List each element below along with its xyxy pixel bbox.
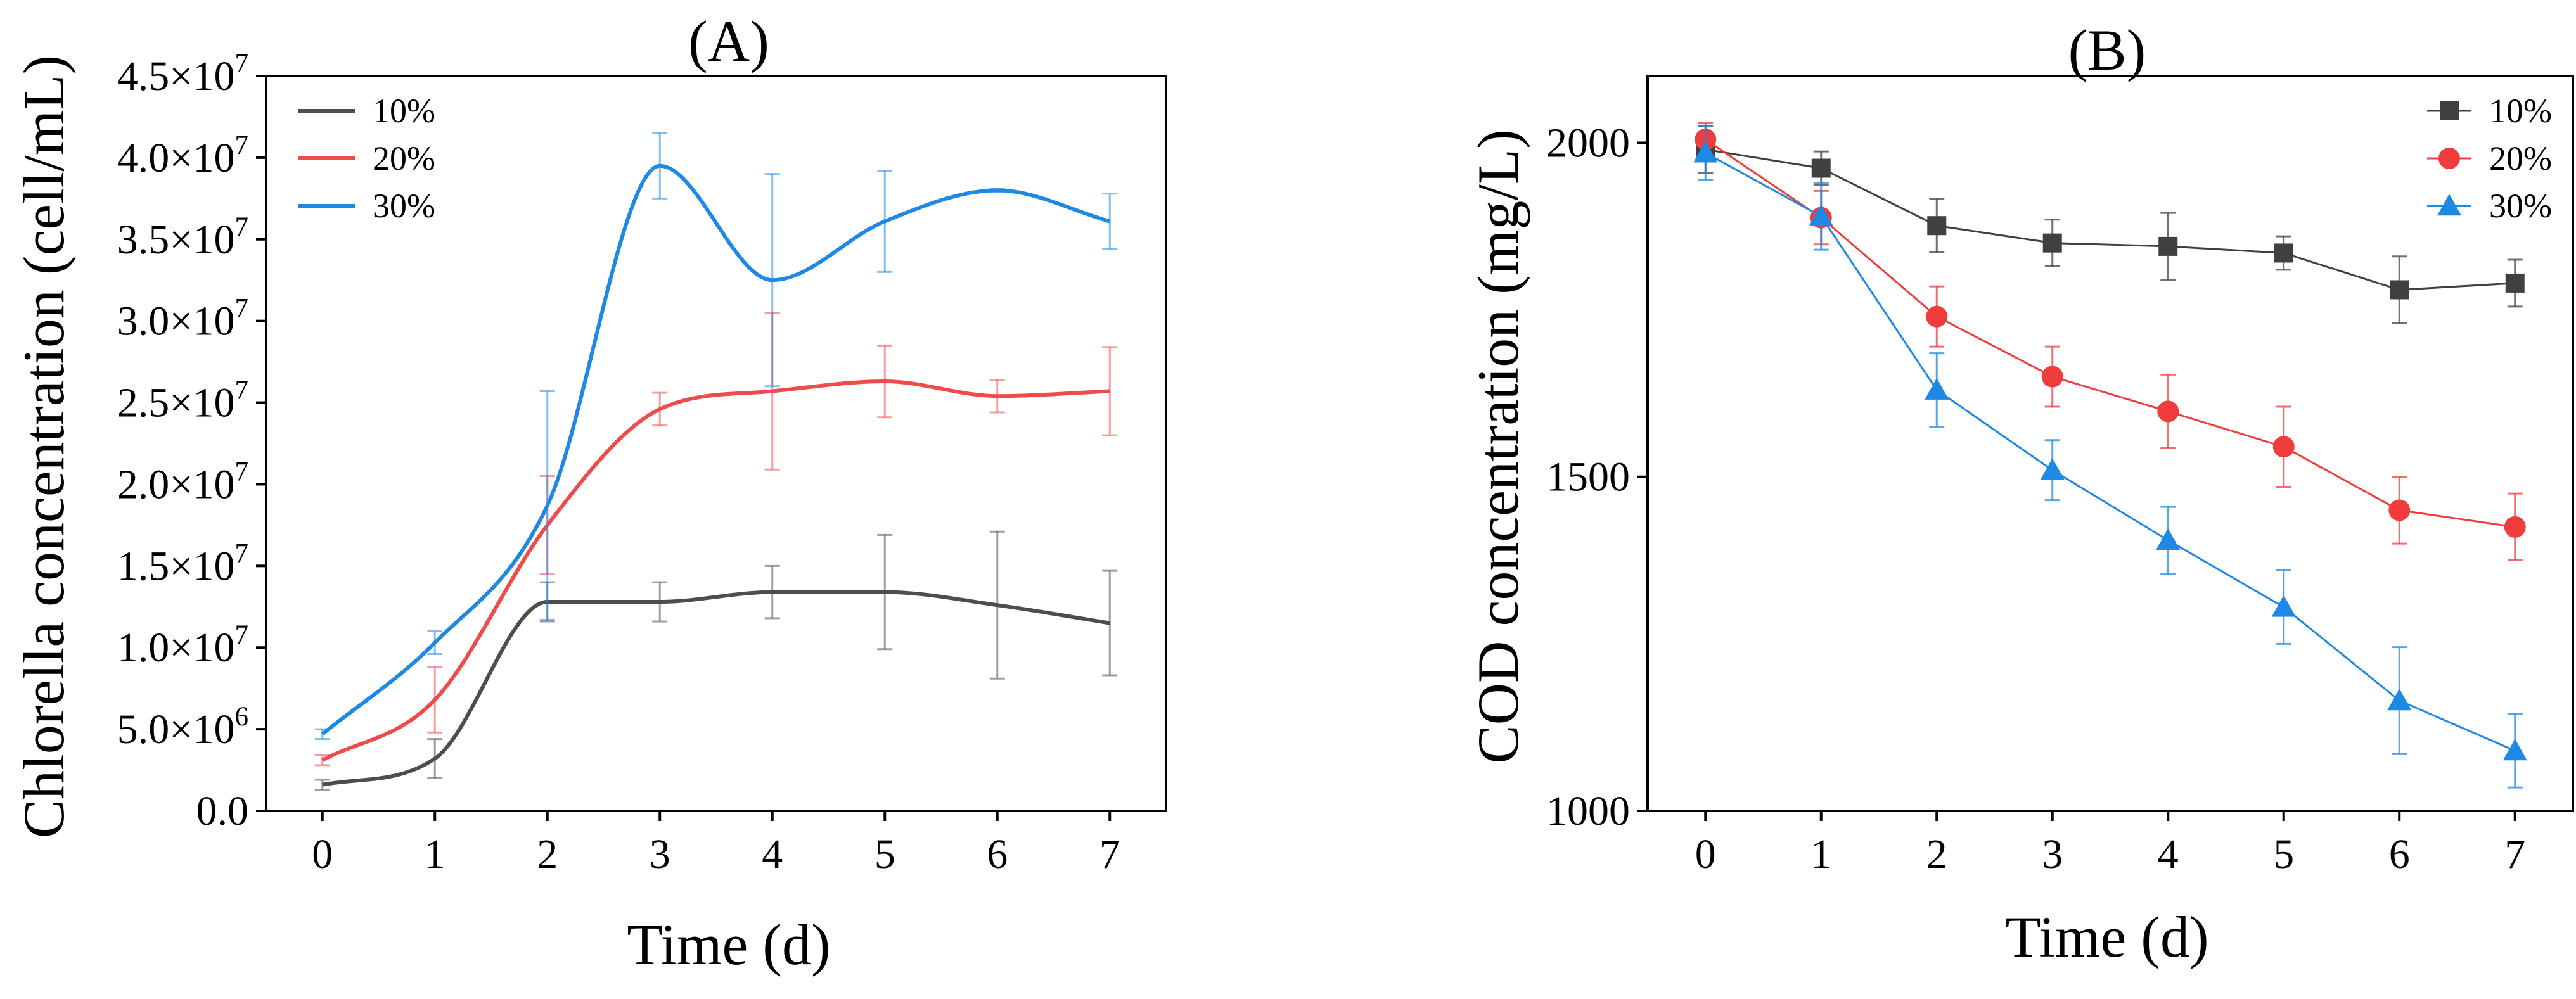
panel-a-y-tick-label: 5.0×106 [117, 702, 248, 753]
panel-a-y-tick-label: 1.5×107 [117, 538, 248, 589]
panel-b-y-tick-label: 2000 [1546, 120, 1630, 166]
panel-b-marker-30 [2387, 689, 2412, 711]
panel-b-chart: (B) 0 1 2 3 4 5 6 7 1000 1500 2000 10% 20% 30% Time … [1466, 18, 2574, 969]
panel-b-series [1693, 122, 2527, 789]
panel-a-x-tick-label: 5 [875, 831, 895, 877]
panel-a-chart: (A) 0 1 2 3 4 5 6 7 0.0 5.0×106 1.0×107 1.5×107 2.0×… [11, 9, 1167, 977]
panel-b-marker-30 [1809, 204, 1833, 226]
panel-b-x-axis-label: Time (d) [2005, 905, 2208, 969]
panel-b-marker-30 [2502, 739, 2527, 761]
panel-b-line-series-10 [1705, 148, 2515, 291]
panel-b-x-tick-label: 6 [2389, 831, 2410, 877]
panel-a-legend-label-20: 20% [373, 139, 435, 177]
panel-b-marker-20 [2388, 499, 2411, 521]
panel-a-y-tick-label: 2.0×107 [117, 457, 248, 507]
panel-b-marker-30 [2271, 595, 2296, 617]
panel-b-x-tick-label: 0 [1695, 831, 1716, 877]
panel-b-marker-20 [2041, 366, 2063, 388]
panel-a-x-tick-label: 7 [1099, 831, 1120, 877]
panel-a-x-axis-label: Time (d) [627, 912, 830, 977]
panel-b-marker-10 [1927, 216, 1947, 236]
panel-b-plot-frame [1646, 75, 2574, 812]
panel-b-x-tick-label: 1 [1810, 831, 1831, 877]
panel-b-marker-10 [2158, 236, 2178, 256]
panel-b-marker-20 [2504, 516, 2526, 538]
panel-b-legend-marker-30 [2437, 194, 2461, 216]
panel-a-series [314, 132, 1118, 791]
panel-b-legend-marker-10 [2440, 101, 2459, 120]
panel-a-x-tick-label: 6 [987, 831, 1008, 877]
panel-a-legend-label-30: 30% [373, 187, 435, 225]
panel-a-x-tick-label: 4 [762, 831, 783, 877]
panel-b-marker-10 [2505, 273, 2525, 293]
panel-b-x-tick-label: 3 [2042, 831, 2063, 877]
panel-b-marker-20 [2272, 436, 2295, 458]
panel-b-x-tick-label: 5 [2273, 831, 2294, 877]
panel-a-y-axis-label: Chlorella concentration (cell/mL) [11, 55, 76, 838]
panel-a-y-tick-label: 1.0×107 [117, 620, 248, 671]
panel-b-line-series-20 [1705, 138, 2516, 528]
panel-a-plot-frame [265, 75, 1167, 812]
panel-b-marker-10 [2274, 243, 2293, 263]
panel-a-line-series-30 [321, 163, 1111, 736]
panel-a-y-tick-label: 2.5×107 [117, 376, 248, 426]
panel-b-legend-label-30: 30% [2489, 187, 2552, 225]
panel-a-x-tick-label: 0 [312, 831, 333, 877]
panel-b-x-tick-label: 7 [2504, 831, 2525, 877]
panel-b-marker-20 [2157, 400, 2179, 423]
panel-a-line-series-20 [321, 379, 1110, 762]
panel-a-legend: 10% 20% 30% [298, 92, 435, 225]
panel-b-legend-label-20: 20% [2489, 139, 2552, 177]
panel-b-marker-30 [2040, 458, 2065, 480]
panel-b-legend-marker-20 [2438, 148, 2460, 169]
panel-a-axes: 0 1 2 3 4 5 6 7 0.0 5.0×106 1.0×107 1.5×107 2.0×107 2… [117, 49, 1120, 877]
panel-b-marker-10 [2042, 233, 2062, 253]
panel-a-x-tick-label: 3 [650, 831, 670, 877]
panel-b-marker-10 [1811, 158, 1831, 178]
panel-a-y-tick-label: 4.0×107 [117, 130, 248, 181]
panel-a-legend-label-10: 10% [373, 92, 435, 130]
panel-a-x-tick-label: 2 [537, 831, 558, 877]
panel-b-line-series-30 [1705, 151, 2516, 752]
panel-b-y-tick-label: 1500 [1546, 454, 1630, 500]
panel-b-x-tick-label: 4 [2158, 831, 2179, 877]
panel-b-marker-30 [2156, 528, 2181, 550]
panel-b-x-tick-label: 2 [1926, 831, 1947, 877]
panel-a-title: (A) [688, 9, 769, 73]
panel-b-axes: 0 1 2 3 4 5 6 7 1000 1500 2000 [1546, 120, 2525, 877]
panel-a-y-tick-label: 0.0 [196, 788, 249, 834]
panel-a-x-tick-label: 1 [425, 831, 445, 877]
panel-b-marker-10 [2390, 280, 2409, 300]
panel-a-y-tick-label: 4.5×107 [117, 49, 248, 99]
panel-a-y-tick-label: 3.5×107 [117, 212, 248, 263]
panel-b-marker-30 [1693, 141, 1718, 163]
panel-b-marker-20 [1926, 305, 1948, 328]
panel-b-title: (B) [2068, 18, 2146, 82]
panel-b-marker-30 [1925, 378, 1949, 400]
panel-b-legend-label-10: 10% [2489, 92, 2552, 130]
panel-b-legend: 10% 20% 30% [2427, 92, 2552, 225]
panel-b-y-axis-label: COD concentration (mg/L) [1466, 129, 1530, 764]
panel-b-y-tick-label: 1000 [1546, 788, 1630, 834]
panel-a-y-tick-label: 3.0×107 [117, 294, 248, 345]
panel-a-line-series-10 [322, 590, 1110, 787]
